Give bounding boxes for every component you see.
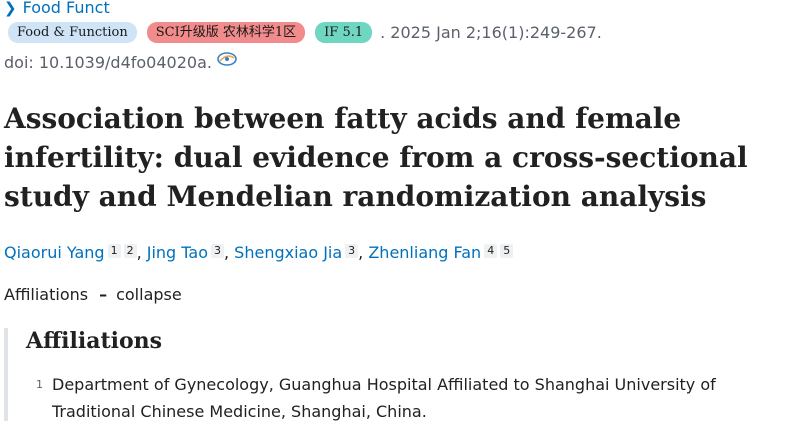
chevron-right-icon: ❯ [4, 0, 17, 17]
author-list: Qiaorui Yang 1 2, Jing Tao 3, Shengxiao Jia… [4, 243, 514, 262]
author-link[interactable]: Zhenliang Fan [368, 243, 482, 262]
author-link[interactable]: Jing Tao [146, 243, 208, 262]
badge-row: Food & Function SCI升级版 农林科学1区 IF 5.1 . 2… [8, 22, 602, 43]
affiliation-item: Department of Gynecology, Guanghua Hospi… [52, 375, 716, 421]
journal-name: Food Funct [22, 0, 110, 17]
doi-line: doi: 10.1039/d4fo04020a. [4, 51, 238, 72]
translate-icon[interactable] [216, 51, 238, 67]
collapse-label: collapse [116, 285, 182, 304]
citation-text: . 2025 Jan 2;16(1):249-267. [380, 23, 602, 42]
affiliation-ref[interactable]: 2 [123, 244, 137, 258]
affiliations-toggle-label: Affiliations [4, 285, 89, 304]
author-link[interactable]: Shengxiao Jia [234, 243, 343, 262]
collapse-dash-icon: – [99, 285, 108, 304]
journal-badge[interactable]: Food & Function [8, 22, 137, 43]
article-title: Association between fatty acids and fema… [4, 102, 748, 213]
affiliations-heading: Affiliations [26, 328, 163, 354]
doi-text[interactable]: doi: 10.1039/d4fo04020a. [4, 53, 212, 72]
journal-link[interactable]: ❯ Food Funct [4, 0, 110, 17]
affiliation-ref[interactable]: 3 [345, 244, 359, 258]
impact-factor-badge[interactable]: IF 5.1 [315, 22, 373, 43]
affiliation-ref[interactable]: 5 [500, 244, 514, 258]
author-link[interactable]: Qiaorui Yang [4, 243, 105, 262]
ranking-badge[interactable]: SCI升级版 农林科学1区 [146, 22, 306, 43]
affiliations-panel: Affiliations 1 Department of Gynecology,… [4, 328, 795, 421]
affiliation-ref[interactable]: 1 [107, 244, 121, 258]
affiliation-number: 1 [36, 378, 43, 391]
affiliation-ref[interactable]: 4 [484, 244, 498, 258]
affiliation-ref[interactable]: 3 [211, 244, 224, 258]
affiliations-toggle[interactable]: Affiliations – collapse [4, 285, 182, 304]
